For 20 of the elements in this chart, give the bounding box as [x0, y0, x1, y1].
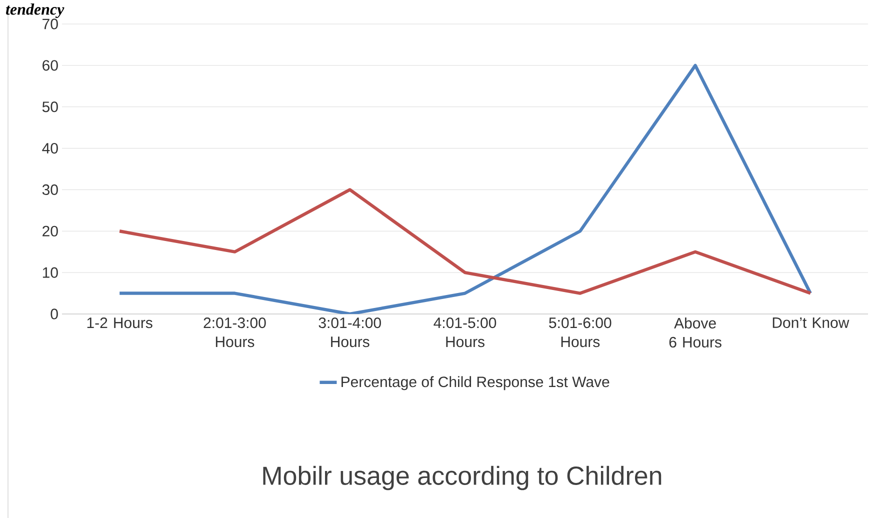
x-tick-label: Above 6 Hours: [669, 318, 722, 348]
x-tick-label: 1-2 Hours: [87, 318, 152, 328]
line-series: [118, 64, 812, 314]
text: Mobilr usage according to Children: [263, 466, 662, 490]
legend-label: Percentage of Child Response 1st Wave: [342, 376, 610, 390]
text: tendency: [6, 3, 64, 18]
x-tick-label: 3:01-4:00 Hours: [318, 318, 381, 348]
y-tick-label: 40: [42, 142, 58, 154]
y-tick-label: 10: [42, 267, 58, 278]
y-tick-label: 20: [42, 226, 58, 236]
y-tick-label: 0: [50, 308, 58, 320]
x-tick-label: 4:01-5:00 Hours: [434, 318, 496, 348]
x-tick-label: 5:01-6:00 Hours: [549, 318, 612, 348]
y-tick-label: 70: [42, 18, 58, 30]
line-series: [118, 188, 812, 295]
y-tick-label: 50: [42, 102, 58, 112]
y-tick-label: 30: [42, 184, 58, 196]
y-tick-label: 60: [42, 60, 58, 71]
x-tick-label: Don’t Know: [772, 318, 850, 328]
x-tick-label: 2:01-3:00 Hours: [204, 318, 266, 348]
